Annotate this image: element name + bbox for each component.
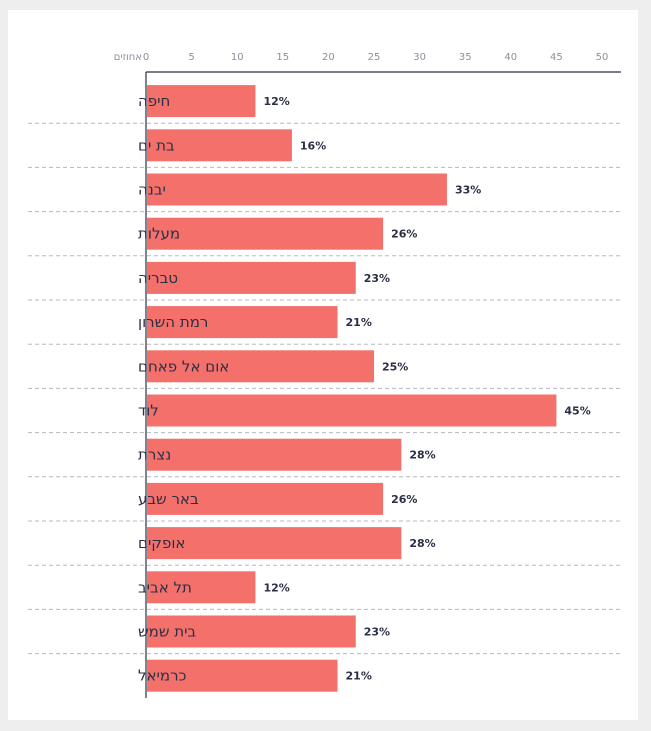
value-label: 16%	[300, 139, 326, 152]
category-label: באר שבע	[138, 490, 199, 508]
bar	[147, 217, 384, 250]
x-tick-label: 40	[504, 52, 517, 63]
value-label: 25%	[382, 360, 408, 373]
category-label: תל אביב	[138, 578, 192, 596]
bar	[147, 306, 338, 339]
category-label: יבנה	[138, 181, 166, 199]
category-labels: חיפה בת ים יבנה מעלות טבריה רמת השרון אום אל פ…	[138, 92, 229, 685]
category-label: נצרת	[138, 446, 171, 464]
category-label: רמת השרון	[138, 313, 208, 331]
bar-chart: אחוזים 0 5 10 15 20 25 30 35 40 45 50 חיפה בת ים יבנ…	[28, 52, 621, 698]
category-label: אופקים	[138, 534, 185, 552]
value-label: 21%	[346, 316, 372, 329]
category-label: בית שמש	[138, 623, 196, 641]
axis-unit-label: אחוזים	[114, 52, 142, 63]
bar	[147, 527, 402, 560]
x-tick-label: 5	[188, 52, 194, 63]
bar	[147, 615, 356, 648]
category-label: טבריה	[138, 269, 178, 287]
bar	[147, 350, 374, 383]
value-labels: 12% 16% 33% 26% 23% 21% 25% 45% 28% 26% 28% 12% 23% 2…	[263, 95, 590, 683]
category-label: מעלות	[138, 225, 180, 243]
x-tick-label: 50	[596, 52, 609, 63]
category-label: בת ים	[138, 136, 175, 154]
value-label: 45%	[564, 405, 590, 418]
category-label: אום אל פאחם	[138, 357, 229, 375]
x-tick-label: 25	[368, 52, 381, 63]
x-tick-label: 35	[459, 52, 472, 63]
x-tick-label: 45	[550, 52, 563, 63]
bar	[147, 129, 292, 162]
bars	[147, 85, 557, 692]
value-label: 23%	[364, 626, 390, 639]
x-axis-ticks: 0 5 10 15 20 25 30 35 40 45 50	[143, 52, 609, 63]
value-label: 28%	[409, 537, 435, 550]
row-separators	[28, 122, 620, 655]
value-label: 12%	[263, 581, 289, 594]
bar	[147, 394, 557, 427]
value-label: 33%	[455, 184, 481, 197]
x-tick-label: 15	[276, 52, 289, 63]
x-tick-label: 30	[413, 52, 426, 63]
value-label: 12%	[263, 95, 289, 108]
bar	[147, 438, 402, 471]
category-label: כרמיאל	[138, 667, 187, 685]
x-tick-label: 20	[322, 52, 335, 63]
bar	[147, 571, 256, 604]
chart-panel: אחוזים 0 5 10 15 20 25 30 35 40 45 50 חיפה בת ים יבנ…	[8, 10, 638, 720]
bar	[147, 261, 356, 294]
bar	[147, 85, 256, 118]
value-label: 28%	[409, 449, 435, 462]
x-tick-label: 10	[231, 52, 244, 63]
value-label: 26%	[391, 228, 417, 241]
category-label: חיפה	[138, 92, 170, 110]
bar	[147, 659, 338, 692]
x-tick-label: 0	[143, 52, 149, 63]
value-label: 21%	[346, 670, 372, 683]
bar	[147, 482, 384, 515]
category-label: לוד	[138, 402, 159, 420]
bar	[147, 173, 447, 206]
value-label: 23%	[364, 272, 390, 285]
value-label: 26%	[391, 493, 417, 506]
